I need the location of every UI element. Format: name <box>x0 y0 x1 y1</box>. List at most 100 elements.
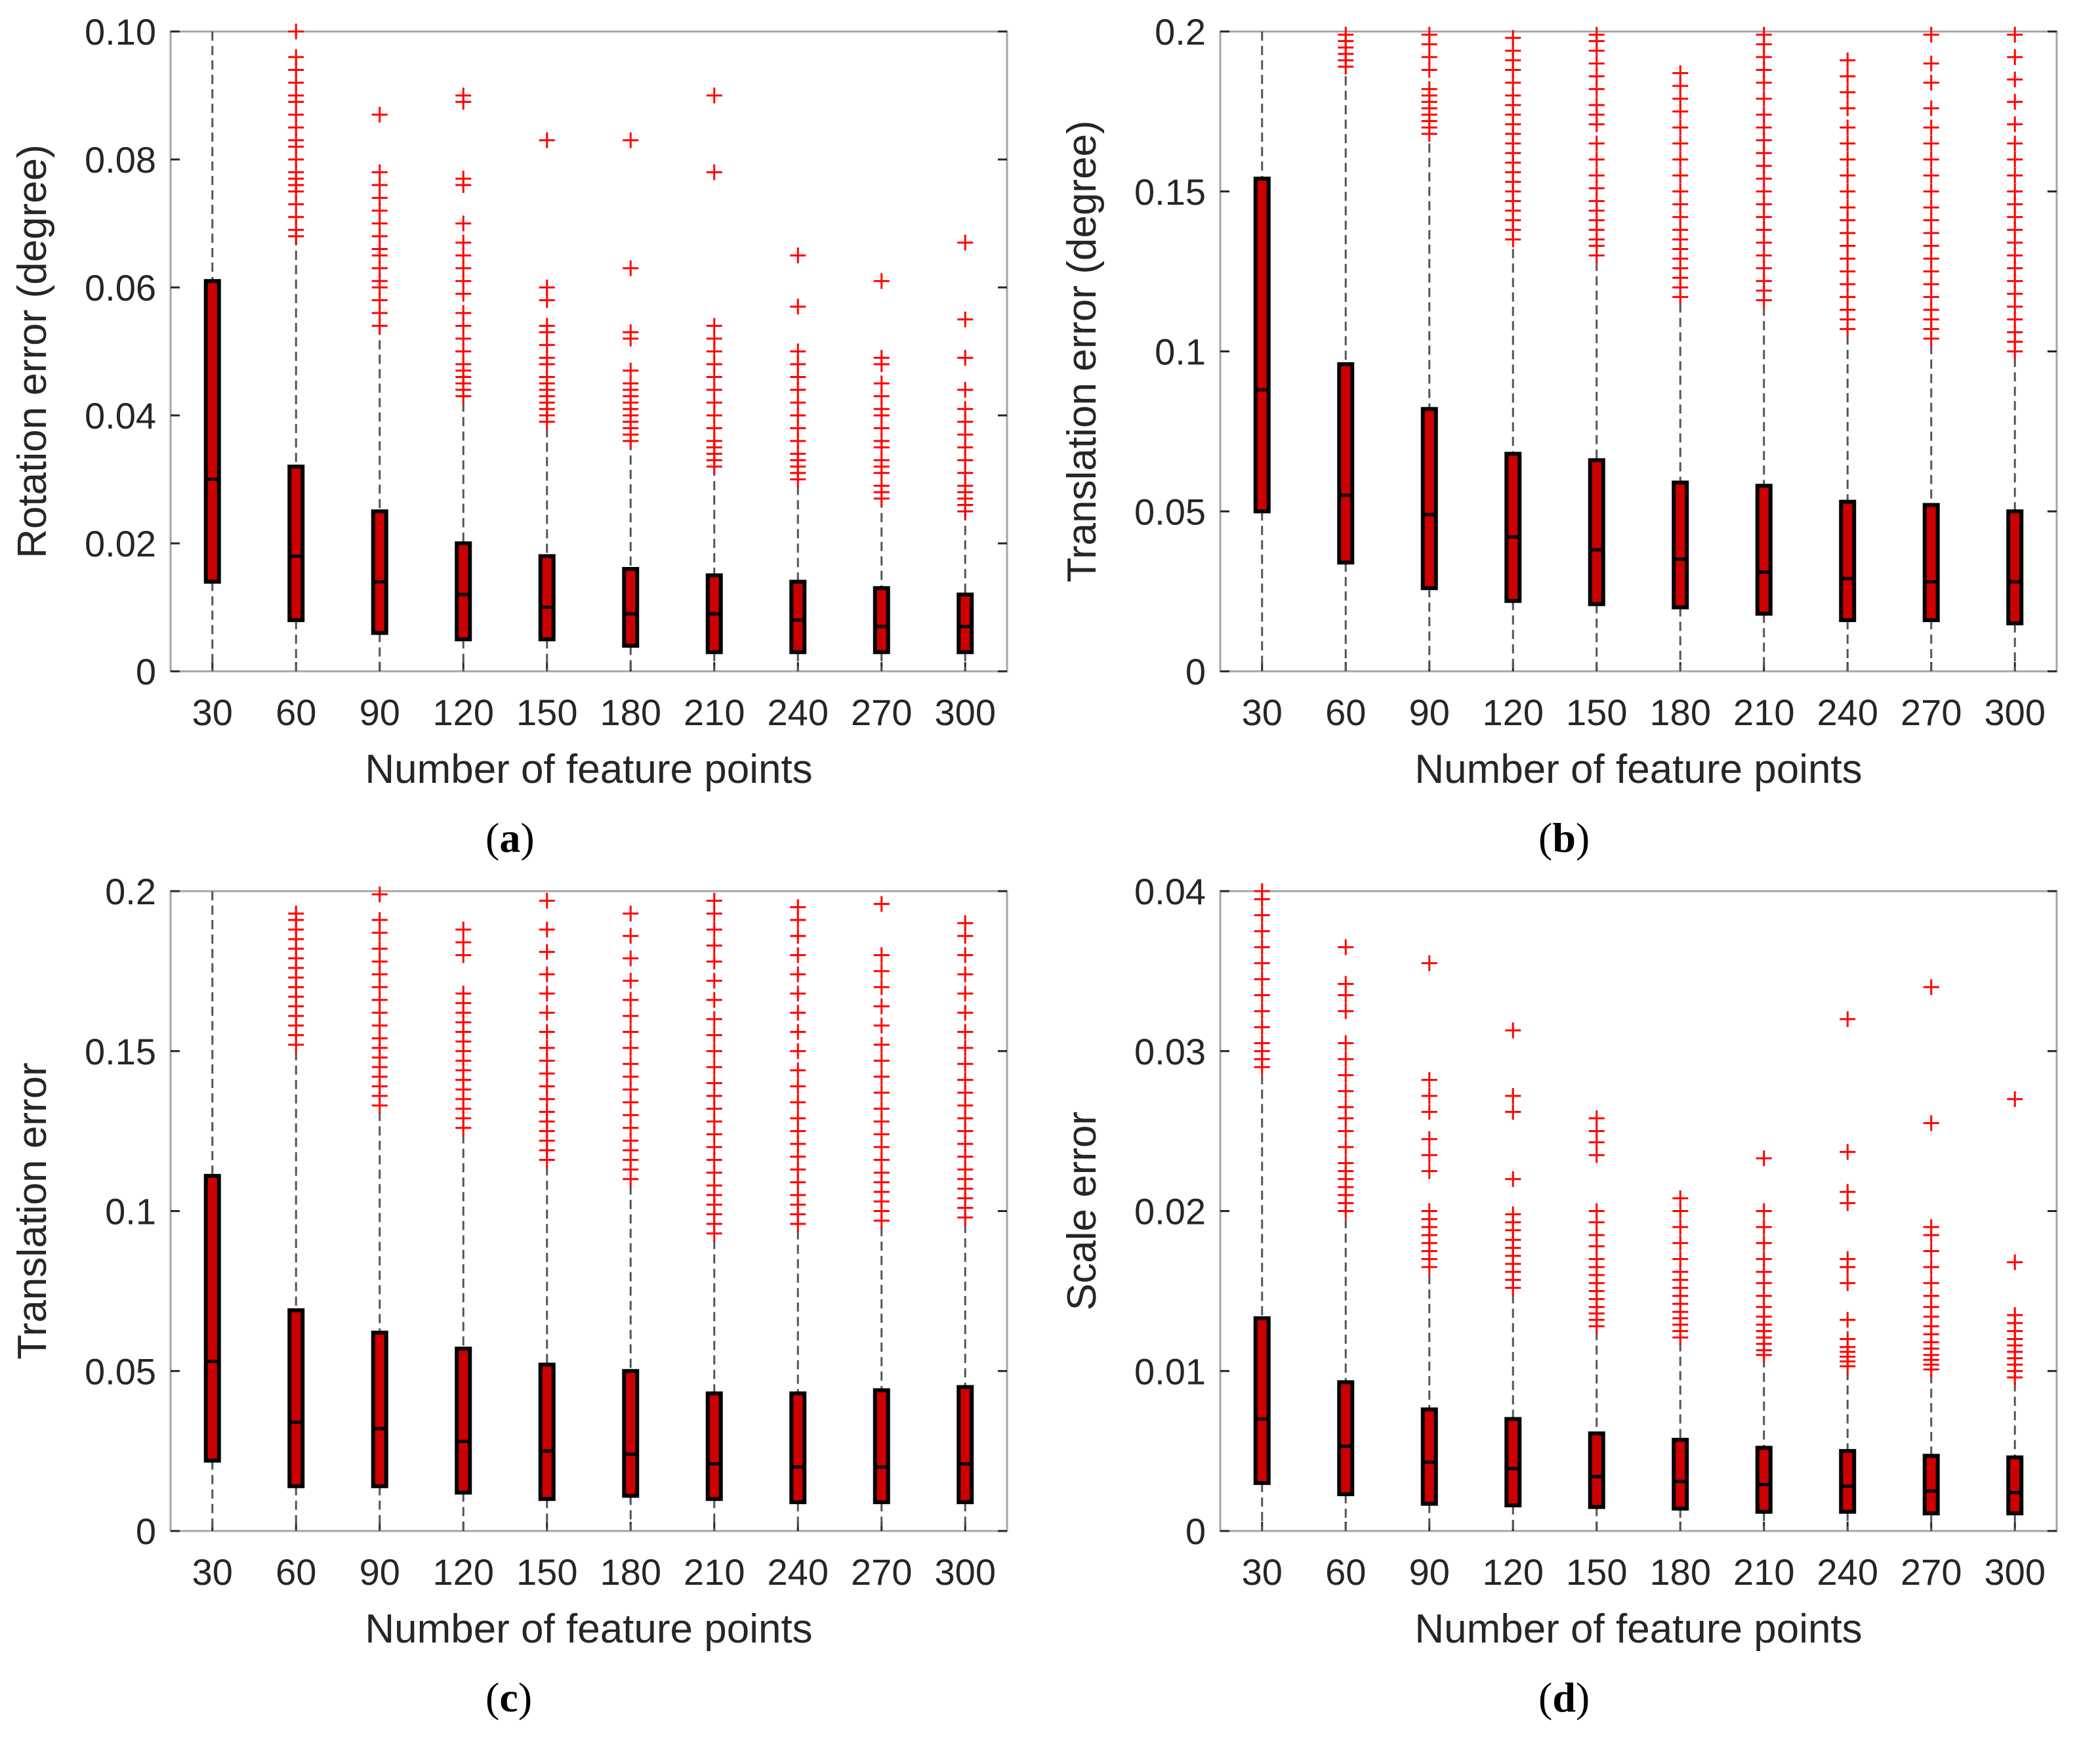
outlier-marker <box>1840 84 1856 100</box>
x-axis-title: Number of feature points <box>1414 1606 1862 1652</box>
x-tick-label: 60 <box>1325 1551 1366 1593</box>
outlier-marker <box>1338 26 1354 43</box>
outlier-marker <box>706 973 722 989</box>
x-tick-label: 210 <box>684 692 745 733</box>
outlier-marker <box>1923 199 1939 216</box>
panel-a: 0 0.02 0.04 0.06 0.08 0.10 30 60 90 120 150 180 210 2… <box>0 0 1050 861</box>
outlier-marker <box>623 362 639 379</box>
outlier-marker <box>1923 119 1939 136</box>
x-tick-label: 240 <box>1817 692 1878 733</box>
outlier-marker <box>706 1075 722 1091</box>
outlier-marker <box>957 1005 974 1021</box>
outlier-marker <box>706 87 722 104</box>
outlier-marker <box>873 1053 890 1069</box>
outlier-marker <box>1923 1243 1939 1259</box>
outlier-marker <box>1756 1235 1772 1251</box>
outlier-marker <box>539 280 555 295</box>
outlier-marker <box>1254 939 1270 955</box>
outlier-marker <box>1923 1259 1939 1275</box>
outlier-marker <box>1338 1099 1354 1116</box>
outlier-marker <box>1756 26 1772 43</box>
outlier-marker <box>1254 923 1270 939</box>
box <box>1588 1431 1605 1509</box>
outlier-marker <box>455 986 472 1001</box>
outlier-marker <box>1840 1184 1856 1200</box>
box <box>789 579 807 654</box>
outlier-marker <box>1421 1104 1437 1120</box>
outlier-marker <box>873 1100 890 1117</box>
box <box>1839 1449 1857 1514</box>
outlier-marker <box>873 1017 890 1034</box>
outlier-marker <box>1840 1251 1856 1267</box>
outlier-marker <box>1254 883 1270 899</box>
y-tick-label: 0.2 <box>1155 11 1206 52</box>
outlier-marker <box>2007 94 2023 110</box>
x-tick-label: 180 <box>1650 692 1711 733</box>
y-tick-label: 0.01 <box>1134 1351 1206 1392</box>
box <box>538 554 556 642</box>
y-tick-label: 0 <box>136 651 156 692</box>
x-tick-label: 210 <box>684 1551 745 1593</box>
outlier-marker <box>2007 1307 2023 1323</box>
outlier-marker <box>539 892 555 909</box>
y-tick-label: 0.05 <box>1134 491 1206 532</box>
outlier-marker <box>1421 26 1437 43</box>
outlier-marker <box>539 1024 555 1040</box>
outlier-marker <box>1923 1275 1939 1291</box>
outlier-marker <box>539 986 555 1001</box>
outlier-marker <box>1923 135 1939 152</box>
outlier-marker <box>706 921 722 938</box>
outlier-marker <box>957 311 974 327</box>
outlier-marker <box>623 928 639 944</box>
outlier-marker <box>706 992 722 1008</box>
outlier-marker <box>706 1027 722 1043</box>
box <box>1504 1417 1522 1507</box>
y-axis-title: Rotation error (degree) <box>10 144 55 558</box>
panel-caption-a: (a) <box>485 814 535 861</box>
box <box>1420 407 1438 591</box>
plot-frame <box>169 30 1008 673</box>
outlier-marker <box>623 132 639 148</box>
outlier-marker <box>1254 907 1270 923</box>
x-tick-label: 180 <box>600 692 661 733</box>
outlier-marker <box>1421 1203 1437 1219</box>
outlier-marker <box>706 1011 722 1027</box>
outlier-marker <box>455 87 472 104</box>
box <box>1672 1438 1689 1511</box>
box <box>2006 509 2024 625</box>
outlier-marker <box>455 234 472 251</box>
outlier-marker <box>1421 1088 1437 1104</box>
x-tick-label: 30 <box>1242 692 1283 733</box>
y-tick-label: 0 <box>1185 651 1206 692</box>
y-tick-label: 0.04 <box>1134 871 1206 912</box>
panel-d: 0 0.01 0.02 0.03 0.04 30 60 90 120 150 180 210 240 27… <box>1050 860 2099 1721</box>
outlier-marker <box>1756 1251 1772 1267</box>
x-tick-label: 270 <box>1901 1551 1962 1593</box>
outlier-marker <box>1840 1011 1856 1027</box>
outlier-marker <box>957 915 974 931</box>
panel-caption-d: (d) <box>1538 1674 1590 1721</box>
outlier-marker <box>1338 1139 1354 1155</box>
outlier-marker <box>1672 65 1689 81</box>
chart-a-rotation-error: 0 0.02 0.04 0.06 0.08 0.10 30 60 90 120 150 180 210 2… <box>10 11 1008 792</box>
outlier-marker <box>623 973 639 989</box>
outlier-marker <box>1588 97 1605 114</box>
outlier-marker <box>1756 1219 1772 1235</box>
outlier-marker <box>2007 1254 2023 1270</box>
outlier-marker <box>1421 81 1437 97</box>
outlier-marker <box>1840 199 1856 216</box>
outlier-marker <box>539 1039 555 1056</box>
outlier-marker <box>1923 979 1939 995</box>
box <box>1253 177 1271 514</box>
outlier-marker <box>1588 167 1605 184</box>
outlier-marker <box>957 401 974 417</box>
outlier-marker <box>1672 183 1689 199</box>
outlier-marker <box>1505 1022 1521 1039</box>
outlier-marker <box>371 106 388 123</box>
outlier-marker <box>539 966 555 982</box>
x-tick-label: 30 <box>192 692 233 733</box>
outlier-marker <box>623 1024 639 1040</box>
outlier-marker <box>1588 135 1605 152</box>
y-tick-label: 0.02 <box>85 523 156 564</box>
outlier-marker <box>1421 1131 1437 1147</box>
